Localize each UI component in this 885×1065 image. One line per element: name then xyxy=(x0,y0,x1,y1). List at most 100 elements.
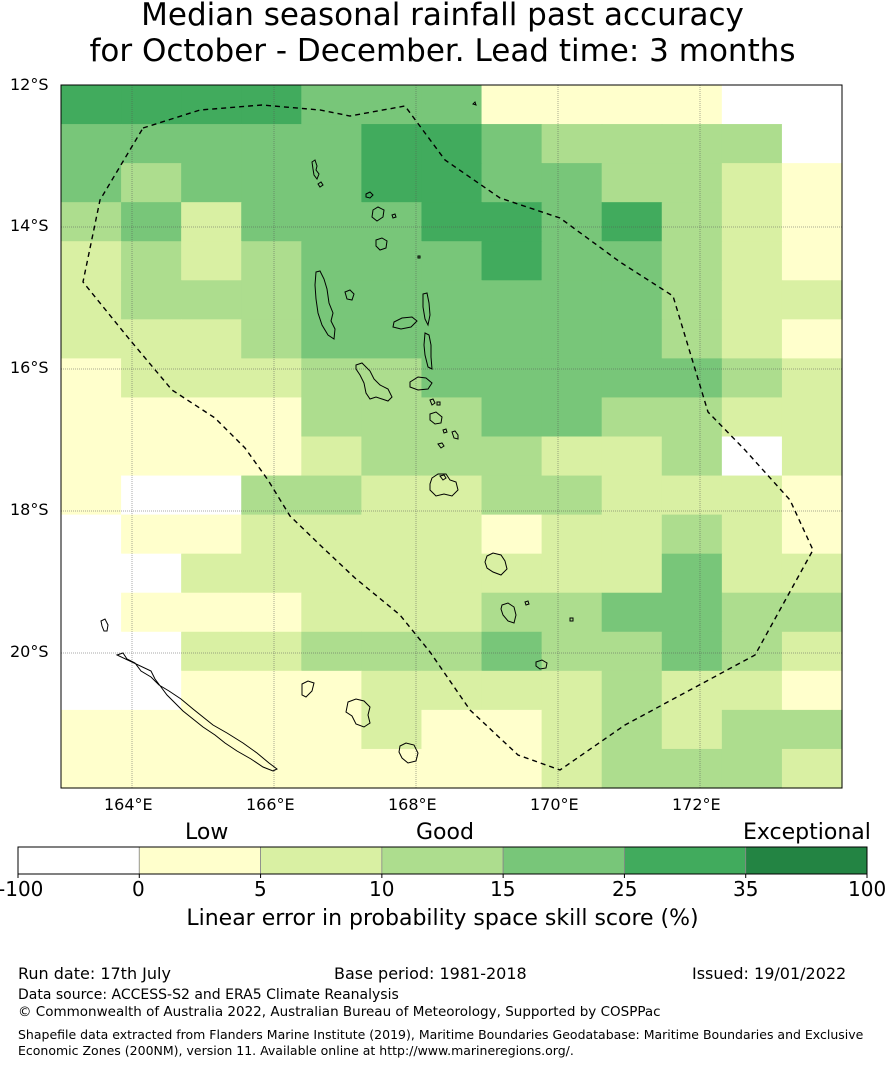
skill-cell xyxy=(541,436,603,477)
island-maewo xyxy=(422,292,431,327)
skill-cell xyxy=(61,280,122,320)
skill-cell xyxy=(481,319,543,359)
skill-cell xyxy=(301,241,362,281)
skill-cell xyxy=(241,514,302,555)
skill-cell xyxy=(361,631,423,672)
skill-cell xyxy=(541,592,603,633)
skill-cell xyxy=(661,748,723,789)
skill-cell xyxy=(781,85,843,125)
copyright: © Commonwealth of Australia 2022, Austra… xyxy=(18,1004,661,1020)
skill-cell xyxy=(421,280,483,320)
skill-cell xyxy=(481,241,543,281)
issued-date: Issued: 19/01/2022 xyxy=(692,964,847,983)
skill-cell xyxy=(301,748,362,789)
skill-cell xyxy=(301,163,362,203)
island-aniwa xyxy=(524,600,530,606)
skill-cell xyxy=(61,358,122,399)
skill-cell xyxy=(301,436,362,477)
colorbar-category-low: Low xyxy=(185,820,229,845)
skill-cell xyxy=(301,358,362,399)
skill-cell xyxy=(301,475,362,516)
lat-label-18s: 18°S xyxy=(10,500,49,519)
skill-cell xyxy=(421,202,483,242)
skill-cell xyxy=(361,358,423,399)
skill-cell xyxy=(181,553,242,594)
skill-cell xyxy=(661,514,723,555)
skill-cell xyxy=(661,202,723,242)
skill-cell xyxy=(421,436,483,477)
lat-label-20s: 20°S xyxy=(10,642,49,661)
island-outlines xyxy=(100,101,574,772)
skill-cell xyxy=(721,514,783,555)
skill-cell xyxy=(421,319,483,359)
skill-cell xyxy=(241,709,302,750)
skill-cell xyxy=(541,202,603,242)
skill-cell xyxy=(421,748,483,789)
skill-cell xyxy=(481,124,543,164)
skill-cell xyxy=(661,124,723,164)
skill-cell xyxy=(241,85,302,125)
skill-cell xyxy=(721,436,783,477)
skill-cell xyxy=(541,748,603,789)
colorbar-segment xyxy=(138,846,261,875)
island-ambrym xyxy=(409,376,433,391)
skill-cell xyxy=(781,124,843,164)
skill-cell xyxy=(601,748,663,789)
skill-cell xyxy=(181,709,242,750)
skill-cell xyxy=(301,592,362,633)
skill-cell xyxy=(361,241,423,281)
skill-cell xyxy=(661,709,723,750)
skill-cell xyxy=(661,280,723,320)
skill-cell xyxy=(481,748,543,789)
skill-cell xyxy=(601,514,663,555)
skill-cell xyxy=(241,670,302,711)
lon-label-164e: 164°E xyxy=(104,795,153,814)
skill-cell xyxy=(361,475,423,516)
skill-cell xyxy=(301,280,362,320)
skill-cell xyxy=(541,358,603,399)
skill-cell xyxy=(121,280,182,320)
skill-cell xyxy=(721,319,783,359)
eez-boundary xyxy=(82,104,814,771)
island-ureparapara xyxy=(317,181,324,188)
skill-cell xyxy=(121,241,182,281)
island-torres xyxy=(472,101,477,106)
skill-cell xyxy=(181,319,242,359)
skill-cell xyxy=(481,436,543,477)
skill-cell xyxy=(301,709,362,750)
island-santo-north xyxy=(375,237,388,251)
skill-cell xyxy=(181,163,242,203)
skill-cell xyxy=(121,514,182,555)
skill-cell xyxy=(781,319,843,359)
island-espiritu-santo xyxy=(314,270,336,340)
colorbar-tick: 0 xyxy=(132,877,145,901)
shapefile-credit-line-2: Economic Zones (200NM), version 11. Avai… xyxy=(18,1043,574,1058)
skill-cell xyxy=(121,553,182,594)
island-merelava xyxy=(391,213,397,219)
skill-cell xyxy=(61,709,122,750)
skill-cell xyxy=(601,202,663,242)
skill-cell xyxy=(481,202,543,242)
skill-cell xyxy=(61,748,122,789)
skill-cell xyxy=(241,631,302,672)
skill-cell xyxy=(721,592,783,633)
skill-cell xyxy=(421,241,483,281)
lat-label-12s: 12°S xyxy=(10,75,49,94)
island-ouvea xyxy=(301,680,315,698)
skill-cell xyxy=(481,85,543,125)
skill-cell xyxy=(241,319,302,359)
skill-cell xyxy=(541,475,603,516)
skill-cell xyxy=(721,280,783,320)
skill-cell xyxy=(421,631,483,672)
skill-cell xyxy=(181,748,242,789)
island-gaua xyxy=(371,206,385,222)
island-tongariki xyxy=(451,430,459,440)
skill-cell xyxy=(601,475,663,516)
skill-cell xyxy=(601,319,663,359)
skill-cell xyxy=(361,280,423,320)
skill-cell xyxy=(541,241,603,281)
skill-cell xyxy=(121,475,182,516)
island-banks xyxy=(311,159,320,181)
skill-cell xyxy=(361,553,423,594)
skill-cell xyxy=(121,748,182,789)
